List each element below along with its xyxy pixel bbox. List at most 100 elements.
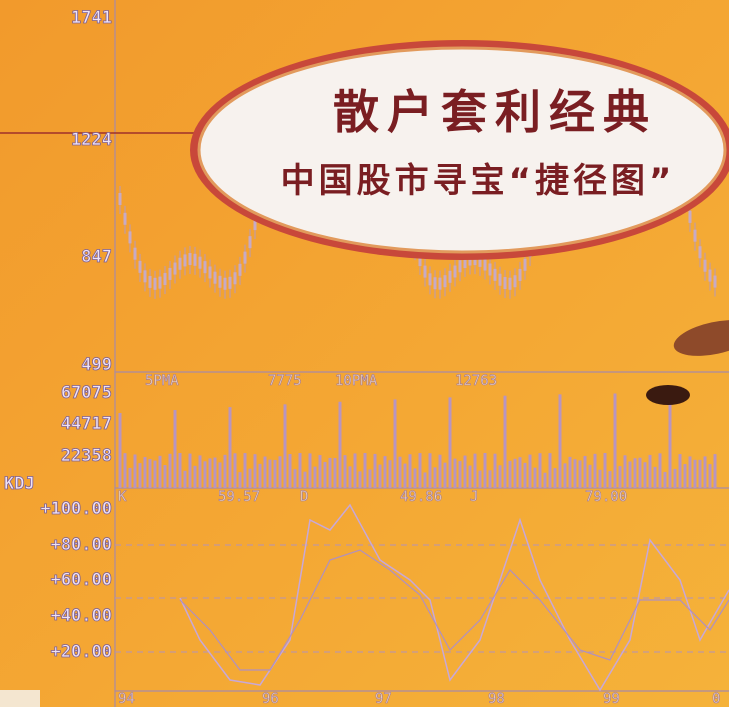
volume-bar: [684, 464, 687, 488]
candle: [234, 272, 237, 284]
volume-bar: [154, 461, 157, 488]
volume-bar: [679, 454, 682, 488]
year-label: 96: [262, 691, 279, 707]
volume-bar: [434, 467, 437, 488]
volume-bar: [274, 460, 277, 488]
volume-bar: [124, 453, 127, 488]
candle: [514, 275, 517, 287]
price-label: 1224: [71, 130, 112, 150]
volume-bar: [119, 413, 122, 488]
volume-bar: [234, 453, 237, 488]
volume-bar: [144, 457, 147, 488]
candle: [159, 277, 162, 289]
candle: [424, 266, 427, 278]
volume-bar: [469, 466, 472, 488]
volume-bar: [584, 456, 587, 488]
candle: [184, 254, 187, 266]
candle: [224, 278, 227, 290]
volume-bar: [259, 464, 262, 488]
candle: [484, 259, 487, 271]
volume-bar: [164, 465, 167, 488]
title: 散户套利经典: [333, 85, 657, 139]
volume-bar: [279, 456, 282, 488]
volume-bar: [459, 461, 462, 488]
volume-bar: [129, 468, 132, 488]
volume-bar: [194, 466, 197, 488]
volume-bar: [704, 456, 707, 488]
candle: [689, 211, 692, 223]
candle: [219, 276, 222, 288]
candle: [429, 273, 432, 285]
volume-bar: [629, 462, 632, 488]
badge: [199, 48, 725, 252]
volume-bar: [379, 465, 382, 488]
candle: [244, 252, 247, 264]
volume-bar: [289, 454, 292, 488]
candle: [489, 263, 492, 275]
candle: [179, 258, 182, 270]
volume-bar: [169, 454, 172, 488]
candle: [694, 230, 697, 242]
volume-bar: [239, 472, 242, 488]
volume-bar: [429, 453, 432, 488]
candle: [699, 246, 702, 258]
volume-header: 7775: [268, 373, 302, 389]
year-label: 98: [488, 691, 505, 707]
kdj-header: 49.86: [400, 489, 442, 505]
volume-bar: [214, 458, 217, 488]
volume-bar: [544, 473, 547, 488]
volume-bar: [589, 465, 592, 488]
volume-bar: [449, 397, 452, 488]
candle: [189, 253, 192, 265]
candle: [704, 260, 707, 272]
volume-bar: [284, 404, 287, 488]
volume-bar: [184, 471, 187, 488]
volume-label: 44717: [61, 414, 112, 434]
volume-bar: [149, 459, 152, 488]
candle: [509, 278, 512, 290]
volume-bar: [669, 393, 672, 488]
year-label: 0: [712, 691, 720, 707]
volume-bar: [319, 455, 322, 488]
volume-bar: [689, 456, 692, 488]
volume-bar: [694, 460, 697, 488]
volume-bar: [304, 472, 307, 488]
volume-bar: [329, 458, 332, 488]
volume-bar: [324, 462, 327, 488]
subtitle: 中国股市寻宝“捷径图”: [281, 161, 676, 201]
volume-bar: [174, 410, 177, 488]
kdj-header: D: [300, 489, 308, 505]
volume-bar: [219, 462, 222, 488]
price-label: 1741: [71, 8, 112, 28]
candle: [214, 272, 217, 284]
volume-bar: [499, 465, 502, 488]
volume-bar: [389, 460, 392, 488]
volume-bar: [504, 396, 507, 488]
volume-bar: [179, 453, 182, 488]
volume-bar: [649, 455, 652, 488]
volume-bar: [269, 460, 272, 488]
candle: [174, 263, 177, 275]
candle: [144, 270, 147, 282]
volume-bar: [454, 459, 457, 488]
price-label: 847: [81, 247, 112, 267]
corner: [0, 690, 40, 707]
volume-bar: [554, 468, 557, 488]
volume-bar: [439, 455, 442, 488]
volume-bar: [559, 394, 562, 488]
volume-bar: [229, 407, 232, 488]
candle: [524, 259, 527, 271]
candle: [449, 271, 452, 283]
candle: [154, 278, 157, 290]
volume-bar: [349, 466, 352, 488]
volume-bar: [634, 458, 637, 488]
volume-bar: [399, 457, 402, 488]
volume-bar: [644, 462, 647, 488]
kdj-header: 79.00: [585, 489, 627, 505]
candle: [459, 260, 462, 272]
volume-bar: [369, 469, 372, 488]
price-label: 499: [81, 355, 112, 375]
kdj-title: KDJ: [4, 474, 35, 494]
candle: [169, 268, 172, 280]
candle: [249, 236, 252, 248]
